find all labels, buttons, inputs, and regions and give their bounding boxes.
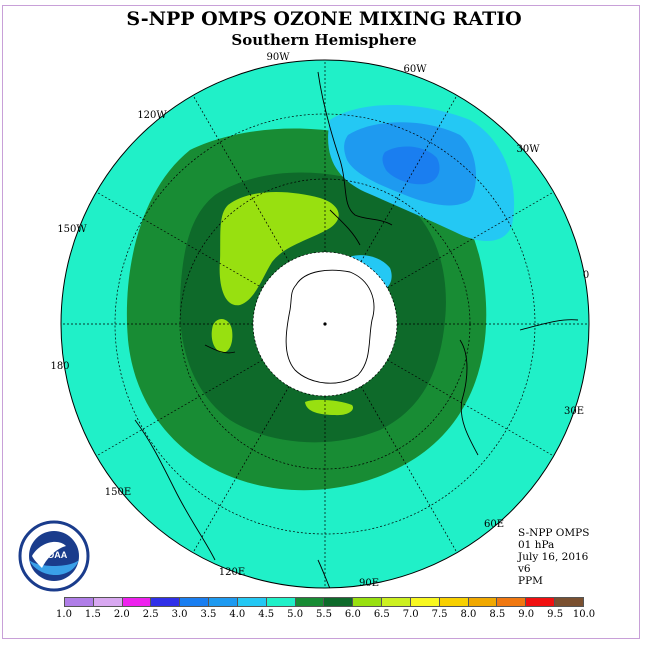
map-disk — [61, 60, 589, 588]
colorbar — [64, 597, 584, 607]
meridian-line — [96, 191, 263, 289]
colorbar-swatch — [122, 598, 152, 606]
colorbar-swatch — [65, 598, 94, 606]
info-date: July 16, 2016 — [518, 551, 589, 563]
colorbar-tick-label: 1.0 — [56, 609, 72, 620]
colorbar-tick-label: 7.5 — [431, 609, 448, 620]
colorbar-swatch — [266, 598, 296, 606]
colorbar-swatch — [151, 598, 181, 606]
colorbar-swatch — [382, 598, 411, 606]
colorbar-tick-label: 6.5 — [373, 609, 390, 620]
meridian-line — [192, 386, 290, 553]
ozone-contour-3-0 — [382, 146, 440, 185]
colorbar-tick-label: 7.0 — [402, 609, 419, 620]
colorbar-tick-label: 3.5 — [200, 609, 217, 620]
colorbar-swatch — [497, 598, 527, 606]
colorbar-swatch — [410, 598, 440, 606]
colorbar-tick-label: 9.5 — [547, 609, 564, 620]
colorbar-swatch — [353, 598, 383, 606]
meridian-line — [387, 359, 554, 457]
map-outline — [60, 59, 590, 589]
coastlines — [134, 71, 579, 588]
colorbar-tick-label: 5.0 — [287, 609, 304, 620]
colorbar-swatch — [180, 598, 210, 606]
colorbar-swatch — [555, 598, 583, 606]
ozone-contour-6-0-south — [305, 399, 354, 416]
colorbar-swatch — [295, 598, 325, 606]
longitude-label-30e: 30E — [564, 406, 584, 417]
info-instrument: S-NPP OMPS — [518, 527, 590, 539]
longitude-label-120e: 120E — [219, 567, 245, 578]
colorbar-tick-label: 10.0 — [572, 609, 596, 620]
colorbar-tick-label: 8.0 — [460, 609, 477, 620]
info-units: PPM — [518, 575, 543, 587]
colorbar-tick-label: 4.0 — [229, 609, 246, 620]
colorbar-swatch — [439, 598, 469, 606]
meridian-line — [387, 191, 554, 289]
meridian-line — [360, 386, 458, 553]
logo-text: NOAA — [41, 550, 68, 560]
colorbar-tick-label: 6.0 — [344, 609, 361, 620]
south-pole-marker — [323, 322, 327, 326]
colorbar-tick-label: 4.5 — [258, 609, 275, 620]
map-title: S-NPP OMPS OZONE MIXING RATIO — [126, 8, 522, 30]
longitude-label-90w: 90W — [266, 52, 290, 63]
ozone-contour-6-0-west — [211, 318, 233, 353]
longitude-label-30w: 30W — [516, 144, 540, 155]
map-subtitle: Southern Hemisphere — [231, 31, 417, 49]
meridian-lines — [61, 60, 589, 588]
colorbar-swatch — [526, 598, 556, 606]
colorbar-tick-label: 3.0 — [171, 609, 188, 620]
meridian-line — [360, 95, 458, 262]
colorbar-swatch — [324, 598, 354, 606]
colorbar-tick-label: 1.5 — [84, 609, 101, 620]
noaa-logo-icon: NOAA — [18, 520, 90, 592]
longitude-labels: 90W 60W 30W 0 30E 60E 90E 120E 150E 180 150W 120W — [50, 52, 589, 589]
info-level: 01 hPa — [518, 539, 555, 551]
longitude-label-90e: 90E — [359, 578, 379, 589]
colorbar-swatch — [93, 598, 123, 606]
longitude-label-60w: 60W — [403, 64, 427, 75]
longitude-label-120w: 120W — [137, 110, 167, 121]
colorbar-tick-label: 9.0 — [518, 609, 535, 620]
longitude-label-180: 180 — [50, 361, 69, 372]
colorbar-ticks: 1.0 1.5 2.0 2.5 3.0 3.5 4.0 4.5 5.0 5.5 6.0 6.5 7.0 7… — [56, 609, 595, 623]
longitude-label-150w: 150W — [57, 224, 87, 235]
colorbar-tick-label: 8.5 — [489, 609, 506, 620]
ozone-contour-6-0-north — [219, 192, 339, 306]
longitude-label-150e: 150E — [105, 487, 131, 498]
info-version: v6 — [518, 563, 531, 575]
colorbar-swatch — [237, 598, 267, 606]
colorbar-swatch — [468, 598, 498, 606]
longitude-label-0: 0 — [583, 270, 589, 281]
longitude-label-60e: 60E — [484, 519, 504, 530]
meridian-line — [192, 95, 290, 262]
meridian-line — [96, 359, 263, 457]
map-info: S-NPP OMPS 01 hPa July 16, 2016 v6 PPM — [518, 527, 589, 587]
colorbar-tick-label: 5.5 — [316, 609, 332, 620]
figure-frame — [2, 5, 640, 639]
colorbar-tick-label: 2.0 — [113, 609, 130, 620]
colorbar-tick-label: 2.5 — [142, 609, 159, 620]
colorbar-swatch — [209, 598, 238, 606]
